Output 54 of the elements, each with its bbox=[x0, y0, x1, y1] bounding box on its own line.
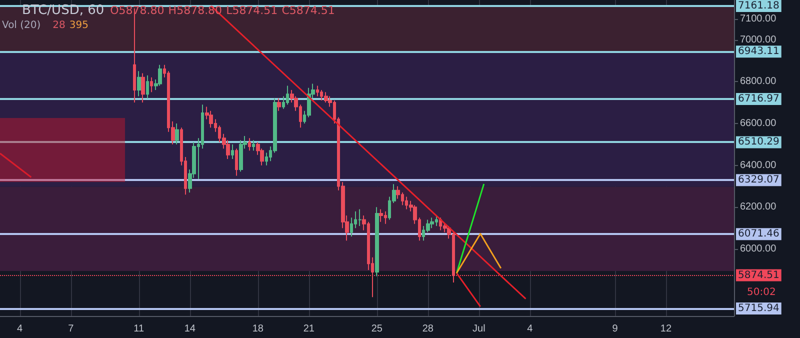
candlestick bbox=[379, 208, 383, 222]
annotation: 395 bbox=[69, 20, 88, 31]
x-tick-label: 11 bbox=[134, 324, 144, 334]
text: 50:02 bbox=[746, 287, 777, 298]
ref-line-label: 7161.18 bbox=[738, 0, 780, 12]
x-tick-label: 25 bbox=[371, 324, 383, 334]
y-tick-label: 7100.00 bbox=[740, 13, 777, 24]
candlestick bbox=[235, 148, 238, 176]
x-tick-label: Jul bbox=[472, 324, 486, 334]
candlestick bbox=[175, 122, 179, 145]
ref-line-label: 6071.46 bbox=[738, 228, 780, 240]
x-tick-label: 14 bbox=[184, 324, 196, 334]
y-tick-label: 6200.00 bbox=[740, 202, 777, 213]
annotation: Vol (20) bbox=[2, 20, 41, 31]
ref-line-label: 5874.51 bbox=[738, 270, 780, 281]
candlestick bbox=[277, 98, 281, 112]
y-tick-label: 6600.00 bbox=[740, 118, 777, 129]
candlestick bbox=[209, 110, 213, 128]
candlestick bbox=[430, 217, 434, 229]
x-tick-label: 28 bbox=[422, 324, 434, 334]
ref-line-label: 5715.94 bbox=[738, 302, 780, 314]
candlestick bbox=[375, 206, 379, 277]
ref-line-label: 6716.97 bbox=[738, 93, 780, 104]
ref-line-label: 6943.11 bbox=[738, 46, 780, 58]
annotation: C5874.51 bbox=[282, 4, 335, 17]
x-tick-label: 21 bbox=[303, 324, 315, 334]
candlestick bbox=[146, 74, 149, 99]
candlestick bbox=[248, 138, 251, 152]
candlestick bbox=[358, 208, 362, 227]
annotation: 28 bbox=[52, 20, 66, 31]
candlestick bbox=[158, 64, 162, 86]
ref-line-label: 6510.29 bbox=[738, 136, 780, 148]
y-tick-label: 7000.00 bbox=[740, 34, 777, 46]
x-tick-label: 12 bbox=[660, 324, 672, 334]
candlestick bbox=[141, 72, 145, 104]
annotation: L5874.51 bbox=[226, 4, 278, 17]
candlestick bbox=[324, 92, 328, 104]
x-tick-label: 4 bbox=[17, 324, 24, 334]
x-tick-label: 18 bbox=[252, 324, 264, 334]
candlestick bbox=[316, 85, 319, 97]
candlestick bbox=[231, 144, 234, 160]
y-tick-label: 6800.00 bbox=[740, 76, 777, 88]
candlestick bbox=[239, 140, 243, 172]
candlestick bbox=[137, 70, 141, 97]
x-tick-label: 9 bbox=[612, 324, 618, 334]
x-tick-label: 4 bbox=[527, 324, 534, 334]
x-tick-label: 7 bbox=[68, 324, 74, 334]
y-tick-label: 6400.00 bbox=[740, 160, 777, 171]
chart-title: BTC/USD, 60 bbox=[22, 3, 104, 18]
y-tick-label: 6000.00 bbox=[740, 244, 777, 255]
candlestick bbox=[252, 140, 255, 152]
candlestick bbox=[286, 85, 289, 106]
ref-line-label: 6329.07 bbox=[738, 174, 780, 186]
candlestick bbox=[150, 76, 153, 93]
